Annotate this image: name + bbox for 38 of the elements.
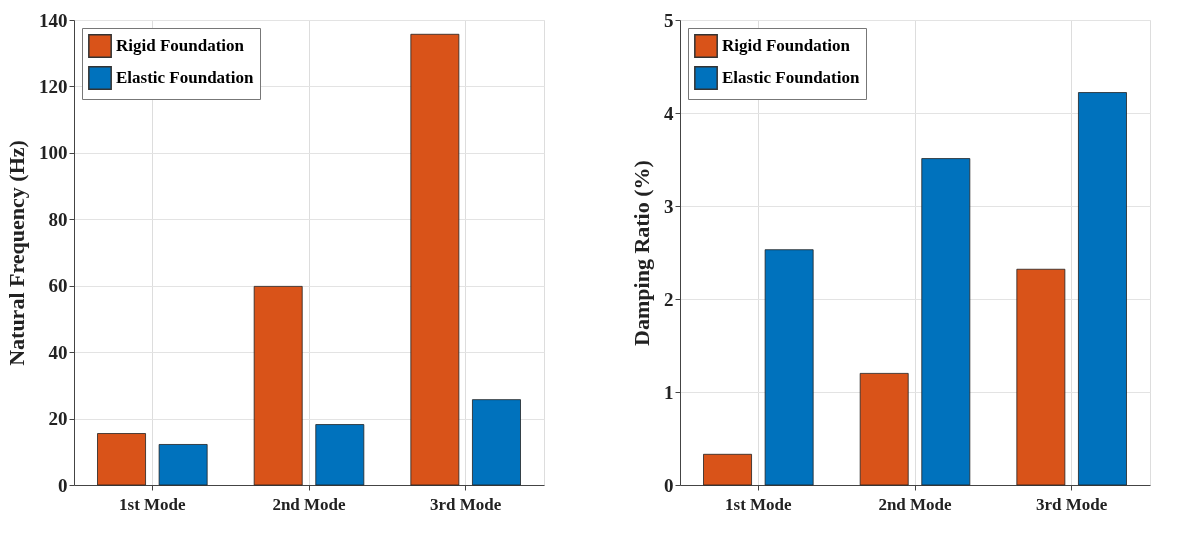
y-axis-title: Damping Ratio (%): [629, 160, 654, 346]
x-tick-label: 2nd Mode: [878, 494, 953, 514]
x-tick-label: 3rd Mode: [1036, 494, 1108, 514]
y-tick-label: 1: [664, 381, 674, 403]
y-tick-label: 0: [664, 474, 674, 496]
legend-label: Rigid Foundation: [116, 36, 245, 55]
bar: [921, 158, 971, 486]
y-tick-label: 3: [664, 195, 674, 217]
x-tick-label: 2nd Mode: [272, 494, 347, 514]
y-tick-label: 4: [664, 102, 674, 124]
bar: [472, 399, 521, 486]
y-tick-label: 40: [48, 341, 68, 363]
legend-label: Elastic Foundation: [722, 68, 860, 87]
y-tick-label: 5: [664, 9, 674, 31]
y-tick-label: 0: [58, 474, 68, 496]
y-tick-label: 60: [48, 275, 68, 297]
bar: [410, 33, 460, 486]
bar: [158, 444, 208, 486]
bar: [315, 424, 365, 486]
y-tick-label: 120: [39, 75, 68, 97]
x-tick-label: 1st Mode: [119, 494, 187, 514]
x-tick-label: 3rd Mode: [430, 494, 502, 514]
bar: [703, 453, 752, 486]
y-tick-label: 80: [48, 208, 68, 230]
bar: [253, 285, 303, 486]
bar: [97, 433, 146, 486]
bar: [1016, 268, 1066, 486]
legend-label: Rigid Foundation: [722, 36, 851, 55]
bar: [764, 249, 814, 486]
legend-label: Elastic Foundation: [116, 68, 254, 87]
y-tick-label: 20: [48, 408, 68, 430]
y-tick-label: 100: [39, 142, 68, 164]
y-axis-title: Natural Frequency (Hz): [4, 140, 29, 366]
x-tick-label: 1st Mode: [725, 494, 793, 514]
bar: [1078, 92, 1127, 486]
y-tick-label: 2: [664, 288, 674, 310]
bar: [859, 373, 909, 486]
y-tick-label: 140: [39, 9, 68, 31]
